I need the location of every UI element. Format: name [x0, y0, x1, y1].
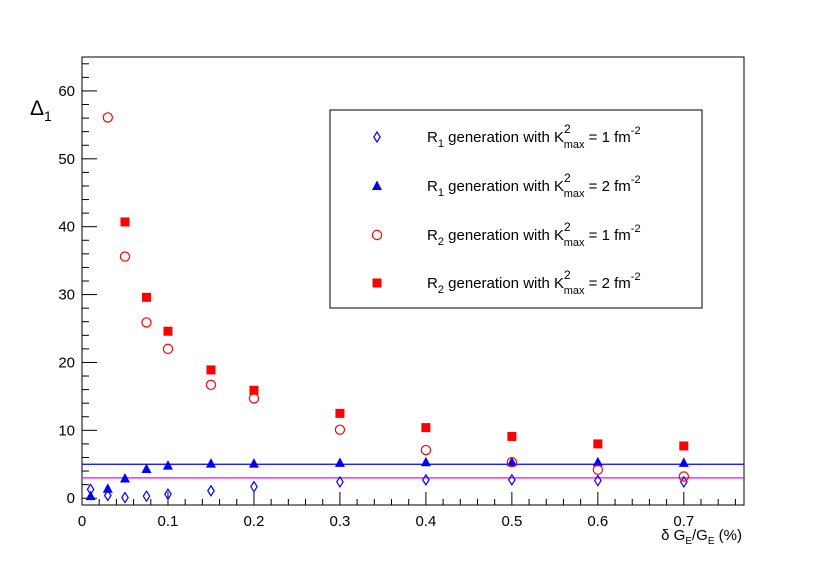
r2-k1-point	[334, 424, 346, 435]
r2-k2-points	[120, 217, 689, 451]
r2-k1-point	[420, 444, 432, 456]
r1-k2-point	[85, 490, 96, 501]
y-tick-label: 60	[58, 83, 75, 100]
r2-k2-point	[249, 385, 259, 395]
r2-k1-point	[205, 379, 217, 391]
x-tick-label: 0	[78, 513, 86, 530]
r1-k2-point	[334, 457, 345, 467]
r1-k1-point	[103, 489, 112, 502]
r1-k2-point	[678, 457, 689, 467]
r2-k1-point	[102, 112, 113, 123]
r1-k2-point	[506, 456, 517, 467]
x-tick-label: 0.1	[158, 513, 179, 530]
r1-k2-point	[205, 458, 216, 468]
r2-k1-point	[248, 393, 260, 404]
r1-k1-points	[86, 473, 688, 504]
legend-r2-k1-label: R2 generation with K2 max = 1 fm-2	[427, 220, 641, 249]
r2-k1-point	[592, 464, 604, 475]
legend-r1-k1-label: R1 generation with K2 max = 1 fm-2	[427, 122, 641, 151]
r2-k2-point	[206, 365, 216, 375]
x-tick-label: 0.4	[415, 513, 436, 530]
y-tick-label: 30	[58, 287, 75, 304]
y-tick-label: 50	[58, 151, 75, 168]
r1-k2-points	[85, 456, 689, 501]
r1-k1-point	[142, 490, 151, 503]
r2-k2-point	[335, 408, 345, 418]
r2-k2-point	[507, 431, 517, 441]
r1-k1-point	[164, 488, 172, 501]
legend-r2-k2-label: R2 generation with K2 max = 2 fm-2	[427, 268, 641, 297]
r2-k1-point	[141, 317, 152, 328]
r1-k1-point	[421, 473, 430, 486]
r1-k1-point	[121, 491, 129, 504]
y-tick-label: 10	[58, 422, 75, 439]
legend-r1-k2-label: R1 generation with K2 max = 2 fm-2	[427, 171, 641, 200]
legend-r1-k2-marker	[372, 180, 382, 190]
legend-r1-k1-marker	[373, 130, 381, 144]
legend-r2-k2-marker	[372, 278, 382, 288]
axis-labels: Δ1 δ GE/GE (%)	[30, 97, 742, 547]
x-tick-label: 0.5	[501, 513, 522, 530]
r1-k2-point	[102, 483, 113, 493]
r2-k1-point	[119, 251, 131, 262]
r2-k1-point	[162, 343, 174, 355]
r2-k2-point	[120, 217, 130, 227]
legend-box	[329, 109, 703, 309]
r2-k2-point	[141, 292, 151, 302]
r1-k2-point	[141, 463, 152, 474]
y-tick-label: 40	[58, 219, 75, 236]
legend-r2-k1-marker	[371, 229, 383, 241]
axes: 0 0.1 0.2 0.3 0.4 0.5 0.6 0.7 0 10 20 30 40 50 60	[58, 56, 745, 530]
y-tick-label: 0	[67, 490, 75, 507]
x-axis-title: δ GE/GE (%)	[661, 527, 742, 547]
r1-k2-point	[248, 458, 259, 468]
r1-k1-point	[593, 474, 602, 487]
legend: R1 generation with K2 max = 1 fm-2 R1 gene…	[329, 109, 703, 309]
r2-k2-point	[593, 439, 603, 449]
r2-k2-point	[163, 326, 173, 336]
reference-lines	[82, 463, 744, 479]
data-points	[85, 112, 690, 504]
r1-k1-point	[250, 480, 258, 493]
x-tick-label: 0.6	[587, 513, 608, 530]
r2-k2-point	[421, 423, 431, 433]
y-axis-title: Δ1	[30, 97, 52, 124]
r1-k1-point	[207, 484, 215, 497]
x-tick-label: 0.7	[673, 513, 694, 530]
r2-k1-point	[506, 457, 518, 468]
r1-k1-point	[507, 473, 516, 486]
r1-k2-point	[420, 456, 431, 467]
r1-k2-point	[592, 456, 603, 467]
x-tick-label: 0.3	[329, 513, 350, 530]
r2-k2-point	[679, 441, 689, 451]
r1-k1-point	[336, 475, 344, 489]
x-tick-label: 0.2	[244, 513, 265, 530]
y-tick-label: 20	[58, 354, 75, 371]
r1-k2-point	[162, 460, 173, 470]
r2-k1-point	[678, 471, 690, 482]
r1-k2-point	[119, 473, 130, 483]
